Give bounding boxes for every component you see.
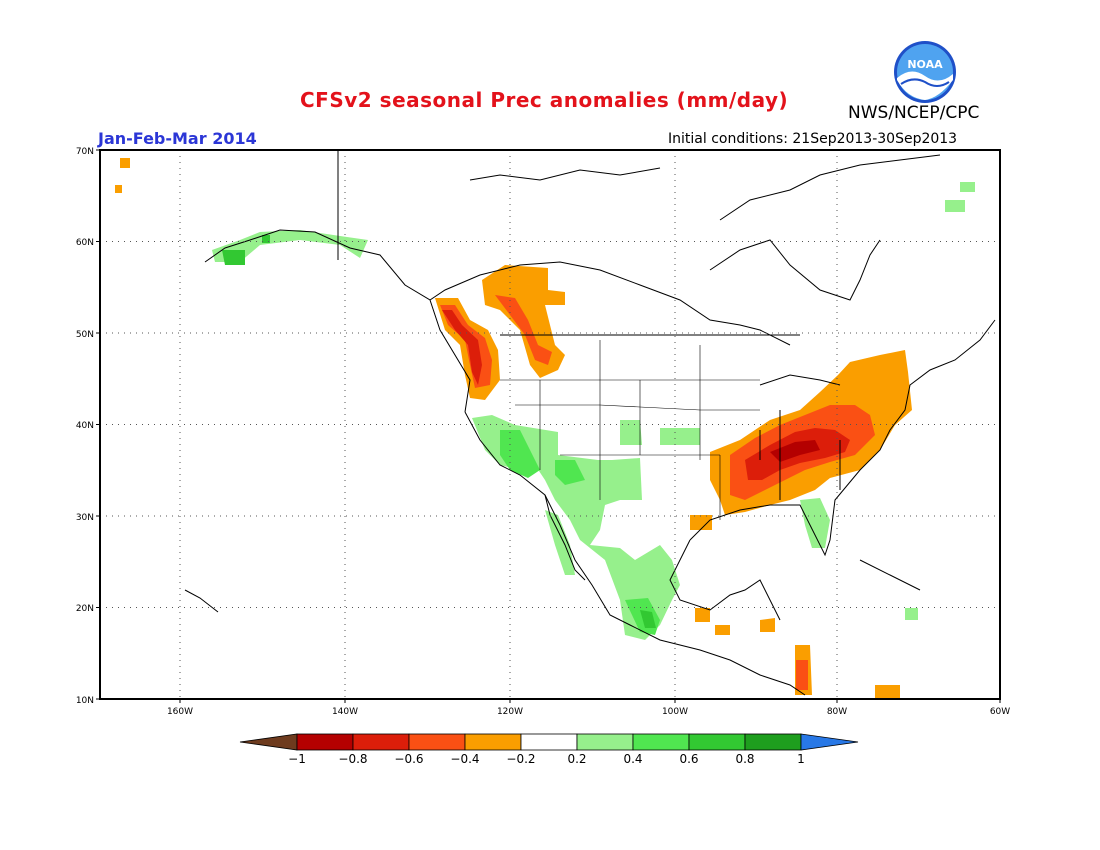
agency-label: NWS/NCEP/CPC	[848, 103, 980, 123]
colorbar-label: −0.6	[394, 752, 423, 766]
southwest-core-wet	[500, 430, 540, 478]
colorbar-segment	[520, 733, 578, 751]
colorbar-segment	[744, 733, 802, 751]
colorbar-segment	[352, 733, 410, 751]
forecast-period: Jan-Feb-Mar 2014	[98, 129, 257, 148]
arizona-wet	[555, 460, 585, 485]
chart-title: CFSv2 seasonal Prec anomalies (mm/day)	[300, 88, 789, 112]
tennessee-deep	[770, 440, 820, 462]
mexico-pacific-core	[640, 610, 656, 628]
noaa-logo-icon: NOAA	[894, 41, 956, 103]
lat-tick-label: 60N	[76, 238, 94, 248]
colorbar-segment	[464, 733, 522, 751]
lat-tick-label: 50N	[76, 330, 94, 340]
anomaly-fields	[115, 158, 975, 698]
lat-tick-label: 40N	[76, 421, 94, 431]
colorbar: −1 −0.8 −0.6 −0.4 −0.2 0.2 0.4 0.6 0.8 1	[239, 733, 859, 766]
colorbar-label: −0.2	[506, 752, 535, 766]
texas-wet	[620, 420, 642, 445]
colorbar-label: −0.4	[450, 752, 479, 766]
lon-axis: 160W 140W 120W 100W 80W 60W	[167, 707, 1010, 717]
colorbar-segment-low-arrow	[239, 733, 298, 751]
state-borders	[500, 340, 760, 520]
central-america-dry	[695, 608, 900, 698]
tick-marks	[96, 149, 1001, 703]
colorbar-segment	[576, 733, 634, 751]
colorbar-label: −1	[288, 752, 306, 766]
lon-tick-label: 120W	[497, 707, 523, 717]
colorbar-segment	[408, 733, 466, 751]
colorbar-label: 0.4	[623, 752, 642, 766]
california-southwest-wet	[472, 415, 680, 640]
florida-wet	[800, 498, 830, 548]
lon-tick-label: 80W	[827, 707, 847, 717]
colorbar-label: 1	[797, 752, 805, 766]
colorbar-label: −0.8	[338, 752, 367, 766]
coastlines	[184, 150, 996, 696]
lat-tick-label: 30N	[76, 513, 94, 523]
colorbar-segment	[632, 733, 690, 751]
colorbar-segment	[688, 733, 746, 751]
initial-conditions: Initial conditions: 21Sep2013-30Sep2013	[668, 131, 958, 147]
colorbar-segment-high-arrow	[800, 733, 859, 751]
colorbar-label: 0.6	[679, 752, 698, 766]
northern-rockies-mid	[495, 295, 552, 365]
lon-tick-label: 140W	[332, 707, 358, 717]
gridlines	[100, 150, 1000, 699]
gulf-coast-dry	[690, 515, 712, 530]
caribbean-wet	[905, 608, 918, 620]
lon-tick-label: 160W	[167, 707, 193, 717]
labrador-wet	[945, 182, 975, 212]
colorbar-label: 0.8	[735, 752, 754, 766]
lon-tick-label: 60W	[990, 707, 1010, 717]
lat-tick-label: 10N	[76, 696, 94, 706]
central-america-core	[796, 660, 808, 690]
pacific-northwest-core	[442, 310, 482, 385]
logo-text: NOAA	[907, 58, 943, 71]
colorbar-segment	[296, 733, 354, 751]
baja-wet	[545, 510, 575, 575]
lat-tick-label: 20N	[76, 604, 94, 614]
siberia-dry	[115, 158, 130, 193]
colorbar-label: 0.2	[567, 752, 586, 766]
kansas-wet	[660, 428, 700, 445]
lon-tick-label: 100W	[662, 707, 688, 717]
lat-tick-label: 70N	[76, 147, 94, 157]
alaska-wet-core	[222, 235, 270, 265]
lat-axis: 10N 20N 30N 40N 50N 60N 70N	[76, 147, 94, 706]
